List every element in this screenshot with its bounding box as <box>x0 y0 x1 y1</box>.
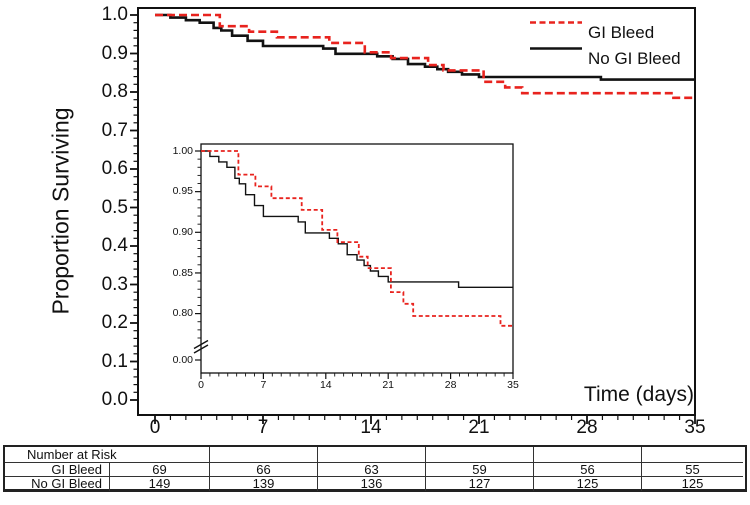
legend-label-gi-bleed: GI Bleed <box>588 23 655 42</box>
main-plot-frame <box>137 7 696 416</box>
main-y-tick-label: 0.5 <box>101 196 128 218</box>
risk-value: 69 <box>109 462 209 476</box>
risk-value: 136 <box>317 476 425 491</box>
legend: GI Bleed No GI Bleed <box>527 10 695 68</box>
main-x-tick-label: 21 <box>468 417 490 438</box>
risk-value: 56 <box>533 462 641 476</box>
number-at-risk-table: Number at Risk GI Bleed 69 66 63 59 56 5… <box>3 445 747 492</box>
risk-value: 149 <box>109 476 209 491</box>
inset-y-tick-label: 0.85 <box>172 266 193 279</box>
risk-table-header-cell <box>317 447 425 462</box>
risk-value: 139 <box>209 476 317 491</box>
inset-y-tick-label: 1.00 <box>172 144 193 157</box>
survival-curve <box>201 150 513 288</box>
main-y-tick-label: 0.0 <box>101 389 128 410</box>
inset-y-tick-label: 0.80 <box>172 307 193 320</box>
survival-curve <box>155 13 695 81</box>
risk-value: 63 <box>317 462 425 476</box>
risk-value: 55 <box>641 462 743 476</box>
risk-table-header-cell <box>533 447 641 462</box>
inset-y-tick-label: 0.95 <box>172 185 193 198</box>
risk-table-header-cell <box>425 447 533 462</box>
main-y-tick-label: 0.4 <box>101 235 128 256</box>
inset-frame <box>200 143 514 374</box>
main-x-tick-label: 0 <box>149 417 161 438</box>
survival-curve <box>155 13 695 100</box>
risk-table-header-cell <box>209 447 317 462</box>
inset-x-tick-label: 7 <box>260 379 267 391</box>
main-y-tick-label: 0.9 <box>101 42 128 64</box>
inset-x-tick-label: 28 <box>444 379 457 391</box>
risk-value: 127 <box>425 476 533 491</box>
main-x-tick-label: 7 <box>257 417 269 438</box>
main-y-tick-label: 0.7 <box>101 119 128 141</box>
inset-x-tick-label: 0 <box>198 379 204 391</box>
main-x-tick-label: 28 <box>576 417 598 438</box>
inset-x-tick-label: 14 <box>319 379 332 391</box>
main-y-tick-label: 0.1 <box>101 350 128 372</box>
main-y-tick-label: 1.0 <box>101 4 128 25</box>
risk-value: 59 <box>425 462 533 476</box>
main-y-tick-label: 0.3 <box>101 273 128 295</box>
risk-table-title: Number at Risk <box>27 447 117 462</box>
risk-value: 66 <box>209 462 317 476</box>
chart-canvas <box>130 7 696 424</box>
risk-table-header-cell <box>641 447 743 462</box>
inset-y-tick-label: 0.90 <box>172 225 193 238</box>
main-plot-area: Proportion Surviving Time (days) GI Blee… <box>48 4 706 438</box>
main-x-tick-label: 14 <box>360 417 382 438</box>
tick-or-line <box>193 339 209 350</box>
risk-value: 125 <box>533 476 641 491</box>
legend-label-no-gi-bleed: No GI Bleed <box>588 49 681 68</box>
main-y-tick-label: 0.6 <box>101 158 128 179</box>
inset-y-zero-label: 0.00 <box>172 353 193 366</box>
main-y-tick-label: 0.2 <box>101 312 128 333</box>
x-axis-title: Time (days) <box>583 383 694 406</box>
tick-or-line <box>193 344 209 354</box>
survival-curve <box>201 150 513 327</box>
inset-x-tick-label: 35 <box>507 379 519 391</box>
main-x-tick-label: 35 <box>684 417 706 438</box>
main-y-tick-label: 0.8 <box>101 81 128 102</box>
risk-row-label-gi-bleed: GI Bleed <box>5 462 109 476</box>
risk-value: 125 <box>641 476 743 491</box>
inset-x-tick-label: 21 <box>382 379 395 391</box>
risk-row-label-no-gi-bleed: No GI Bleed <box>5 476 109 491</box>
